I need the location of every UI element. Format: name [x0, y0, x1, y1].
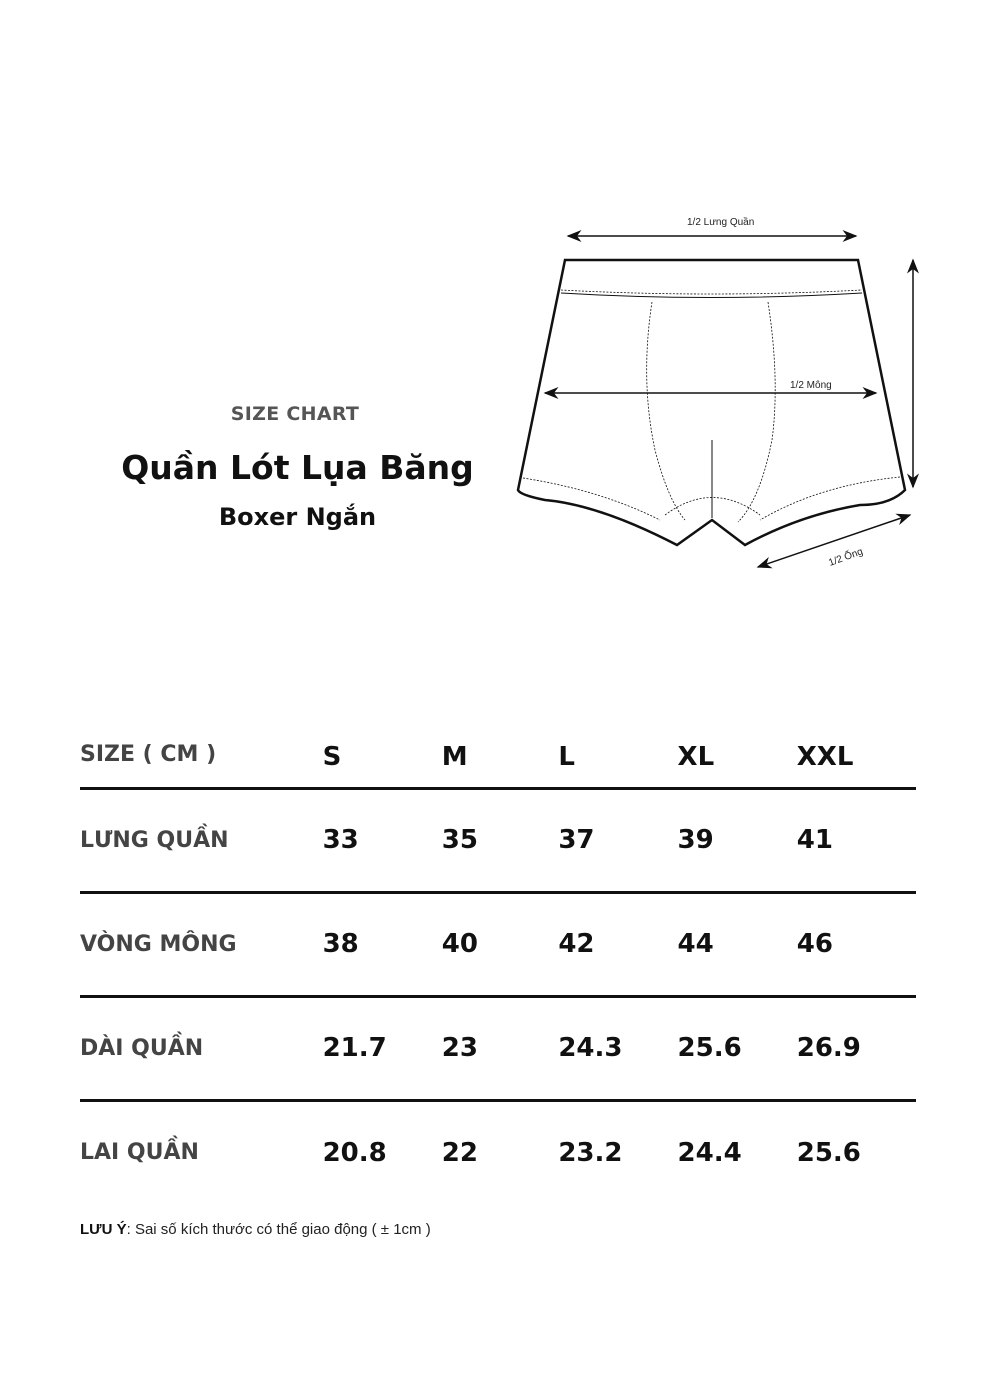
- note: LƯU Ý: Sai số kích thước có thể giao độn…: [80, 1221, 431, 1238]
- table-row: VÒNG MÔNG 38 40 42 44 46: [80, 892, 916, 998]
- waist-label: 1/2 Lưng Quần: [687, 216, 754, 228]
- measure-arrows: [543, 230, 919, 569]
- size-xl: XL: [677, 730, 797, 790]
- cell: 40: [441, 892, 559, 998]
- hip-label: 1/2 Mông: [790, 380, 832, 391]
- cell: 33: [322, 788, 442, 894]
- product-subtitle: Boxer Ngắn: [218, 503, 377, 531]
- size-unit-header: SIZE ( CM ): [80, 730, 323, 790]
- leg-label: 1/2 Ống: [826, 543, 864, 568]
- product-title: Quần Lót Lụa Băng: [121, 448, 474, 487]
- cell: 22: [441, 1137, 478, 1168]
- leg-arrow: [756, 513, 912, 569]
- cell: 37: [558, 788, 678, 894]
- size-m: M: [441, 730, 559, 790]
- size-xxl: XXL: [796, 730, 916, 790]
- size-s: S: [322, 730, 442, 790]
- cell: 41: [796, 788, 916, 894]
- cell: 44: [677, 892, 797, 998]
- row-label: LAI QUẦN: [80, 1140, 199, 1166]
- cell: 23: [441, 996, 559, 1102]
- table-row: LAI QUẦN 20.8 22 23.2 24.4 25.6: [80, 1100, 916, 1204]
- boxer-outline: [516, 258, 907, 547]
- note-label: LƯU Ý: [80, 1221, 127, 1238]
- table-row: DÀI QUẦN 21.7 23 24.3 25.6 26.9: [80, 996, 916, 1102]
- row-label: VÒNG MÔNG: [80, 892, 323, 998]
- size-l: L: [558, 730, 678, 790]
- cell: 39: [677, 788, 797, 894]
- row-label: DÀI QUẦN: [80, 996, 323, 1102]
- size-table: SIZE ( CM ) S M L XL XXL LƯNG QUẦN 33 35…: [80, 730, 916, 1204]
- cell: 24.4: [677, 1137, 742, 1168]
- size-header-row: SIZE ( CM ) S M L XL XXL: [80, 730, 916, 790]
- row-label: LƯNG QUẦN: [80, 788, 323, 894]
- note-text: : Sai số kích thước có thể giao động ( ±…: [126, 1221, 431, 1238]
- cell: 25.6: [796, 1137, 861, 1168]
- cell: 35: [441, 788, 559, 894]
- cell: 42: [558, 892, 678, 998]
- table-row: LƯNG QUẦN 33 35 37 39 41: [80, 788, 916, 894]
- cell: 20.8: [322, 1137, 387, 1168]
- boxer-measurement-diagram: 1/2 Lưng Quần 1/2 Mông 1/2 Ống: [516, 216, 919, 569]
- cell: 23.2: [558, 1137, 623, 1168]
- cell: 26.9: [796, 996, 916, 1102]
- cell: 38: [322, 892, 442, 998]
- size-chart-label: SIZE CHART: [230, 403, 360, 425]
- cell: 46: [796, 892, 916, 998]
- cell: 24.3: [558, 996, 678, 1102]
- cell: 25.6: [677, 996, 797, 1102]
- cell: 21.7: [322, 996, 442, 1102]
